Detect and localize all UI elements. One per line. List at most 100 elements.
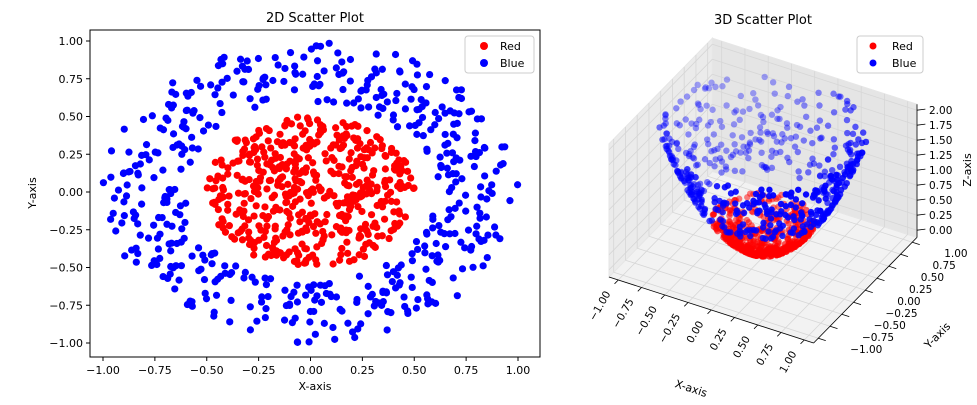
point-red [309,168,318,176]
point-3d-blue [712,156,719,163]
point-blue [169,130,178,138]
point-blue [177,262,186,270]
point-blue [299,70,307,78]
chart-title-2d: 2D Scatter Plot [266,11,364,26]
point-3d-blue [704,122,712,129]
point-blue [344,319,352,327]
point-blue [472,230,480,238]
point-red [239,151,247,160]
point-blue [477,115,486,123]
point-blue [382,261,390,270]
point-red [271,222,279,230]
point-3d-blue [769,130,777,137]
point-blue [455,110,463,118]
point-blue [338,58,346,66]
point-3d-blue [809,139,816,147]
point-3d-blue [736,116,743,124]
point-blue [240,78,248,86]
z-tick-3d [916,123,926,126]
point-blue [393,89,401,98]
point-red [373,183,381,191]
point-3d-blue [677,98,684,105]
point-3d-blue [708,79,715,86]
point-3d-red [772,244,780,252]
point-3d-blue [766,186,773,194]
point-blue [412,237,421,246]
point-3d-blue [815,197,822,204]
point-blue [186,158,194,166]
point-blue [339,85,347,94]
point-blue [281,286,289,294]
point-3d-blue [694,161,701,168]
y-tick-label-3d: −0.50 [874,320,906,332]
point-3d-blue [702,84,709,91]
y-tick-label-3d: 0.75 [932,260,955,272]
point-blue [226,318,234,326]
point-red [348,173,356,181]
point-red [266,176,275,184]
point-3d-blue [761,73,768,81]
point-3d-blue [701,156,709,163]
point-blue [248,273,256,281]
point-red [255,222,263,230]
point-red [224,206,232,214]
x-axis-label-2d: X-axis [299,380,332,393]
point-blue [457,238,465,246]
point-3d-blue [665,147,672,154]
point-blue [156,124,164,132]
point-3d-blue [740,143,747,150]
x-tick-label-3d: 0.50 [731,334,753,360]
point-3d-blue [830,90,837,97]
point-red [239,212,247,221]
point-red [370,167,378,175]
point-red [344,249,352,257]
point-red [250,244,258,252]
point-blue [171,185,179,194]
point-red [345,182,353,190]
point-3d-blue [717,117,724,125]
legend-label-blue-3d: Blue [892,57,917,70]
point-blue [210,308,218,316]
y-tick-3d [818,337,826,341]
point-3d-blue [761,201,768,208]
y-tick-3d [876,277,885,281]
point-blue [134,169,142,177]
point-red [240,145,249,153]
point-3d-blue [769,79,777,86]
point-red [354,135,362,143]
point-3d-blue [733,107,740,114]
point-red [403,167,412,175]
point-3d-blue [756,136,763,144]
point-red [228,233,236,241]
point-3d-blue [701,205,709,213]
point-red [263,222,271,230]
point-3d-blue [752,190,760,198]
legend-marker-red [480,42,488,50]
point-blue [138,200,146,208]
point-blue [292,70,300,78]
point-3d-blue [782,191,789,198]
point-blue [424,300,432,308]
point-blue [450,120,458,128]
x-tick-3d [800,339,805,345]
point-blue [246,95,254,103]
point-blue [182,106,190,115]
point-blue [470,162,478,171]
point-3d-blue [731,109,738,116]
point-red [338,244,346,253]
point-red [329,260,337,268]
point-3d-blue [759,224,767,231]
x-tick-label: −0.75 [138,364,172,377]
point-red [219,186,228,194]
point-3d-blue [733,207,740,214]
point-red [380,215,389,223]
point-blue [257,298,266,306]
point-3d-blue [669,156,677,164]
point-3d-blue [769,192,777,199]
point-red [386,188,395,196]
point-red [276,153,284,162]
point-3d-blue [790,225,798,232]
point-blue [218,78,226,86]
point-blue [471,136,479,145]
